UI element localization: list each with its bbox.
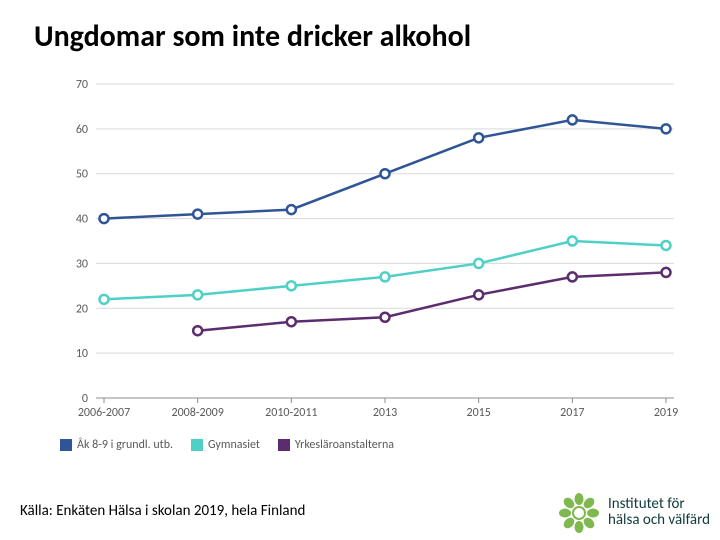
legend-item: Yrkesläroanstalterna [278, 438, 394, 452]
svg-text:30: 30 [76, 257, 88, 271]
legend-swatch [60, 439, 72, 451]
svg-text:2006-2007: 2006-2007 [78, 406, 130, 420]
svg-text:2010-2011: 2010-2011 [265, 406, 317, 420]
legend-item: Åk 8-9 i grundl. utb. [60, 438, 173, 452]
legend-swatch [191, 439, 203, 451]
slide: Ungdomar som inte dricker alkohol 0 10 20 3… [0, 0, 720, 540]
legend-label: Gymnasiet [208, 438, 260, 452]
svg-text:2015: 2015 [467, 406, 491, 420]
svg-text:20: 20 [76, 302, 88, 316]
svg-text:50: 50 [76, 168, 88, 182]
svg-text:2008-2009: 2008-2009 [171, 406, 223, 420]
svg-text:2013: 2013 [373, 406, 397, 420]
svg-text:40: 40 [76, 213, 88, 227]
legend-swatch [278, 439, 290, 451]
legend: Åk 8-9 i grundl. utb. Gymnasiet Yrkesläroa… [60, 438, 394, 452]
source-caption: Källa: Enkäten Hälsa i skolan 2019, hela… [20, 502, 305, 520]
logo-text: Institutet för hälsa och välfärd [608, 497, 710, 529]
svg-text:2017: 2017 [560, 406, 584, 420]
chart-svg: 0 10 20 30 40 50 60 70 2006-2007 2008-2009 2010-20… [60, 78, 680, 428]
legend-label: Åk 8-9 i grundl. utb. [77, 438, 173, 452]
svg-text:60: 60 [76, 123, 88, 137]
flower-icon [558, 492, 600, 534]
svg-text:2019: 2019 [654, 406, 678, 420]
legend-item: Gymnasiet [191, 438, 260, 452]
legend-label: Yrkesläroanstalterna [295, 438, 394, 452]
footer-logo: Institutet för hälsa och välfärd [558, 492, 710, 534]
svg-text:10: 10 [76, 347, 88, 361]
svg-text:0: 0 [82, 392, 88, 406]
line-chart: 0 10 20 30 40 50 60 70 2006-2007 2008-2009 2010-20… [60, 78, 680, 428]
chart-title: Ungdomar som inte dricker alkohol [34, 20, 471, 53]
svg-text:70: 70 [76, 78, 88, 92]
